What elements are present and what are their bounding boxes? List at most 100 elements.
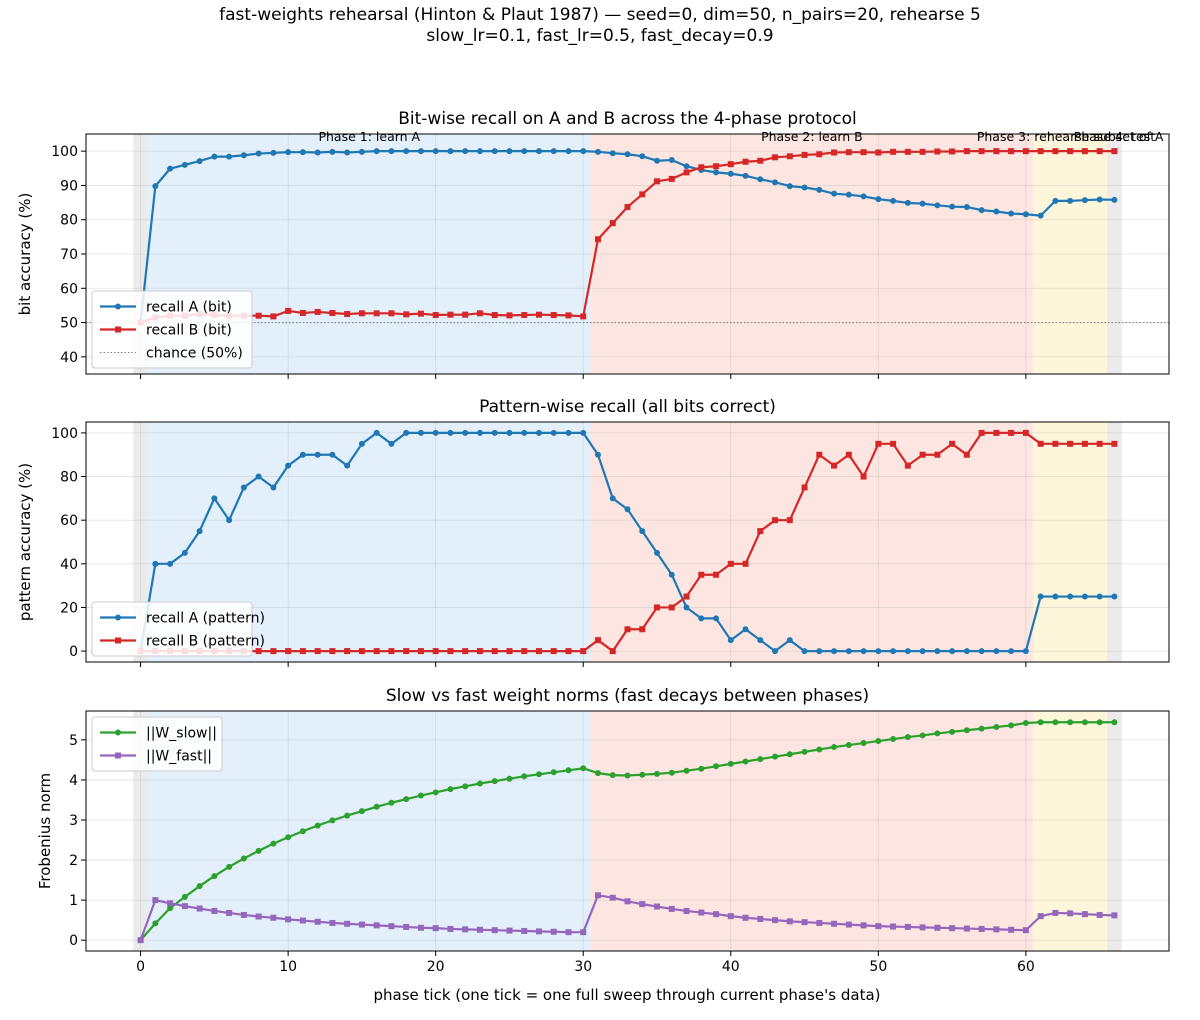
data-point [1037,593,1044,600]
data-point [329,309,336,316]
plot-area [86,134,1169,374]
data-point [949,203,956,210]
data-point [137,937,144,944]
data-point [639,153,646,160]
data-point [226,909,233,916]
data-point [1081,440,1088,447]
data-point [565,429,572,436]
data-point [152,920,159,927]
data-point [329,817,336,824]
data-point [624,898,631,905]
data-point [772,517,779,524]
data-point [491,648,498,655]
data-point [609,150,616,157]
data-point [668,157,675,164]
data-point [270,840,277,847]
data-point [535,648,542,655]
data-point [801,748,808,755]
x-axis-label: phase tick (one tick = one full sweep th… [374,986,881,1004]
data-point [314,308,321,315]
data-point [417,924,424,931]
data-point [683,169,690,176]
data-point [535,928,542,935]
data-point [1008,648,1015,655]
phase-band [590,134,1034,374]
data-point [314,822,321,829]
data-point [196,158,203,165]
data-point [373,648,380,655]
data-point [373,922,380,929]
data-point [993,429,1000,436]
data-point [506,927,513,934]
legend-swatch-marker [115,637,121,644]
data-point [963,204,970,211]
data-point [919,200,926,207]
data-point [757,157,764,164]
data-point [403,923,410,930]
data-point [727,760,734,767]
data-point [506,429,513,436]
data-point [594,148,601,155]
data-point [314,451,321,458]
data-point [904,148,911,155]
data-point [417,429,424,436]
data-point [772,179,779,186]
y-tick-label: 80 [60,213,78,229]
data-point [639,771,646,778]
data-point [831,149,838,156]
data-point [1052,148,1059,155]
data-point [683,163,690,170]
data-point [521,312,528,319]
data-point [403,148,410,155]
data-point [196,883,203,890]
data-point [639,528,646,535]
data-point [639,626,646,633]
data-point [1008,429,1015,436]
x-tick-label: 10 [279,959,297,975]
data-point [757,756,764,763]
data-point [388,148,395,155]
legend-swatch-marker [115,303,121,310]
data-point [698,909,705,916]
data-point [314,149,321,156]
data-point [978,148,985,155]
data-point [757,637,764,644]
data-point [742,172,749,179]
data-point [521,773,528,780]
data-point [299,309,306,316]
data-point [255,913,262,920]
data-point [417,648,424,655]
data-point [285,462,292,469]
data-point [447,925,454,932]
data-point [609,894,616,901]
data-point [521,927,528,934]
data-point [801,648,808,655]
data-point [373,148,380,155]
data-point [1111,440,1118,447]
data-point [1052,909,1059,916]
data-point [742,626,749,633]
data-point [299,149,306,156]
data-point [344,920,351,927]
data-point [713,571,720,578]
data-point [934,202,941,209]
data-point [668,769,675,776]
data-point [403,429,410,436]
data-point [757,528,764,535]
data-point [167,560,174,567]
x-tick-label: 0 [136,959,145,975]
data-point [167,165,174,172]
data-point [580,648,587,655]
data-point [196,528,203,535]
data-point [181,903,188,910]
y-tick-label: 40 [60,557,78,573]
data-point [270,914,277,921]
data-point [963,451,970,458]
panel-title: Pattern-wise recall (all bits correct) [479,397,776,417]
data-point [432,429,439,436]
phase-band [1033,134,1108,374]
data-point [476,648,483,655]
y-tick-label: 50 [60,316,78,332]
phase-band [1033,422,1108,662]
